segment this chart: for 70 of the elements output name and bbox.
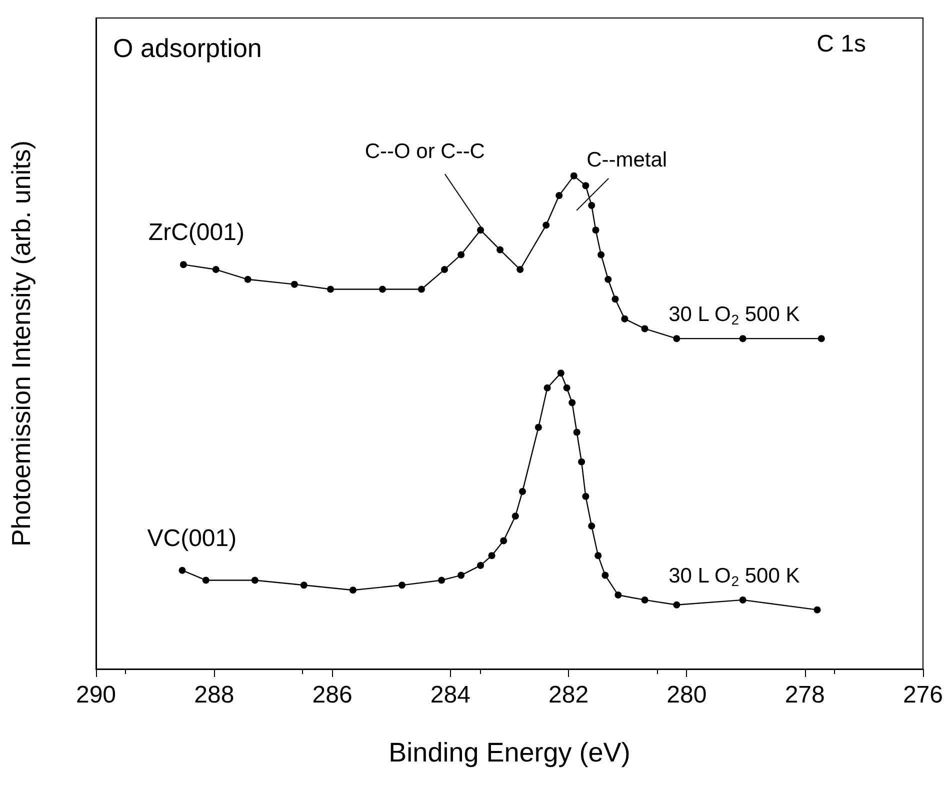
point	[621, 315, 628, 322]
point	[178, 566, 186, 574]
text: C 1s	[816, 30, 866, 58]
point	[592, 226, 600, 234]
x-tick-label: 286	[312, 682, 352, 708]
point	[814, 606, 821, 614]
point	[496, 246, 504, 254]
x-axis-title: Binding Energy (eV)	[388, 738, 630, 768]
point	[518, 488, 526, 495]
x-tick-label: 290	[76, 682, 116, 708]
point	[251, 576, 258, 584]
point	[202, 576, 210, 584]
x-tick-label: 284	[430, 682, 470, 708]
point	[568, 399, 576, 406]
point	[458, 572, 465, 579]
point	[300, 582, 308, 589]
point	[378, 286, 386, 293]
x-tick-label: 288	[194, 682, 234, 708]
point	[512, 512, 519, 520]
point	[673, 335, 680, 342]
point	[563, 384, 570, 392]
point	[327, 286, 334, 293]
point	[641, 596, 648, 604]
point	[641, 325, 648, 332]
point	[578, 458, 586, 466]
point	[516, 266, 524, 274]
point	[290, 280, 298, 288]
annotation: C--O or C--C	[364, 140, 485, 164]
y-axis-title: Photoemission Intensity (arb. units)	[6, 140, 36, 547]
point	[588, 522, 596, 530]
point	[739, 335, 746, 342]
point	[588, 202, 596, 209]
point	[570, 172, 578, 180]
point	[614, 592, 622, 599]
point	[557, 370, 564, 377]
point	[212, 266, 220, 274]
point	[818, 335, 825, 342]
point	[739, 596, 746, 604]
point	[594, 552, 602, 560]
x-tick-label: 278	[784, 682, 825, 708]
point	[556, 192, 563, 200]
point	[438, 576, 446, 584]
series-label: ZrC(001)	[148, 219, 244, 246]
annotation: C--metal	[586, 148, 668, 172]
point	[612, 296, 619, 303]
x-tick-label: 282	[548, 682, 589, 708]
point	[441, 266, 448, 274]
point	[604, 276, 612, 283]
point	[542, 222, 550, 229]
point	[418, 286, 425, 293]
point	[180, 261, 187, 268]
point	[582, 492, 590, 500]
point	[573, 428, 580, 436]
point	[534, 424, 542, 431]
point	[488, 552, 496, 560]
point	[477, 562, 484, 569]
point	[500, 537, 508, 544]
series-label: VC(001)	[147, 524, 237, 552]
point	[349, 586, 356, 594]
point	[544, 384, 551, 392]
point	[582, 182, 590, 190]
point	[398, 582, 406, 589]
x-tick-label: 280	[666, 682, 707, 708]
point	[602, 572, 609, 579]
x-tick-label: 276	[902, 682, 943, 708]
point	[598, 251, 605, 258]
chart-title: O adsorption	[113, 33, 262, 63]
point	[244, 276, 252, 283]
point	[673, 601, 680, 608]
point	[458, 251, 465, 258]
